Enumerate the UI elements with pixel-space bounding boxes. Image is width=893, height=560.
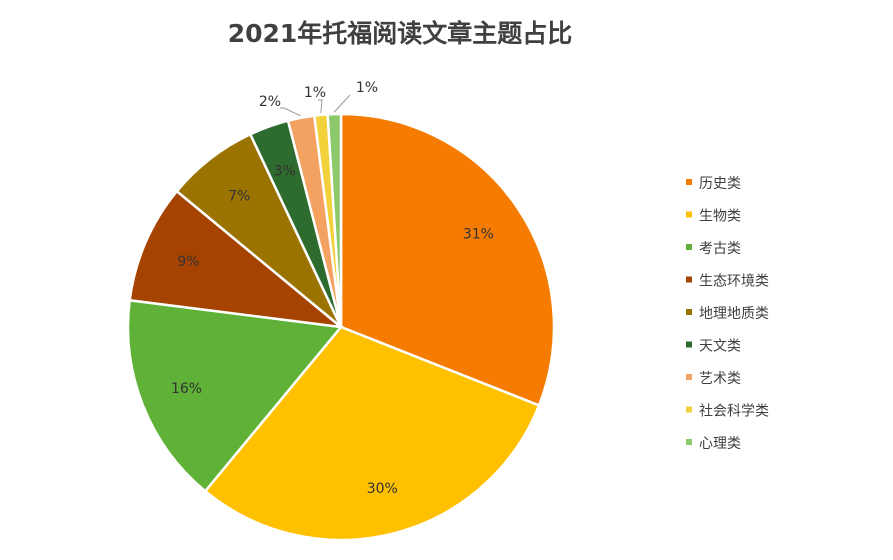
legend-swatch	[686, 276, 692, 283]
data-label: 31%	[463, 227, 494, 243]
legend-swatch	[686, 341, 692, 348]
legend-label: 社会科学类	[699, 404, 769, 420]
data-labels: 31% 30% 16% 9% 7% 3% 2% 1% 1%	[171, 80, 494, 497]
pie-slice	[203, 325, 541, 542]
legend-label: 心理类	[699, 436, 741, 452]
data-label: 3%	[274, 164, 296, 180]
pie-slice	[339, 112, 556, 408]
legend-swatch	[686, 309, 692, 315]
legend-swatch	[686, 439, 692, 445]
leader-line	[318, 99, 323, 114]
legend-label: 生态环境类	[699, 274, 769, 290]
leader-line	[333, 94, 351, 113]
data-label: 30%	[367, 481, 398, 497]
pie-slices	[126, 112, 556, 542]
pie-slice	[326, 112, 343, 328]
data-label: 9%	[177, 254, 199, 270]
legend-swatch	[686, 374, 692, 380]
leader-lines	[280, 94, 351, 117]
legend-label: 天文类	[699, 339, 741, 355]
data-label: 16%	[171, 381, 202, 397]
leader-line	[280, 107, 301, 117]
data-label: 1%	[304, 85, 326, 101]
pie-slice	[126, 298, 344, 493]
legend-label: 生物类	[699, 209, 741, 225]
legend-label: 历史类	[699, 176, 741, 192]
legend-swatch	[686, 211, 692, 218]
data-label: 1%	[356, 80, 378, 96]
chart-title: 2021年托福阅读文章主题占比	[228, 19, 573, 48]
pie-slice	[128, 189, 346, 329]
legend-label: 地理地质类	[699, 306, 769, 322]
data-label: 7%	[228, 189, 250, 205]
legend-label: 艺术类	[699, 371, 741, 387]
legend-label: 考古类	[699, 241, 741, 257]
legend-swatch	[686, 179, 692, 185]
legend-swatch	[686, 244, 692, 250]
data-label: 2%	[259, 94, 281, 110]
legend-swatch	[686, 406, 692, 413]
